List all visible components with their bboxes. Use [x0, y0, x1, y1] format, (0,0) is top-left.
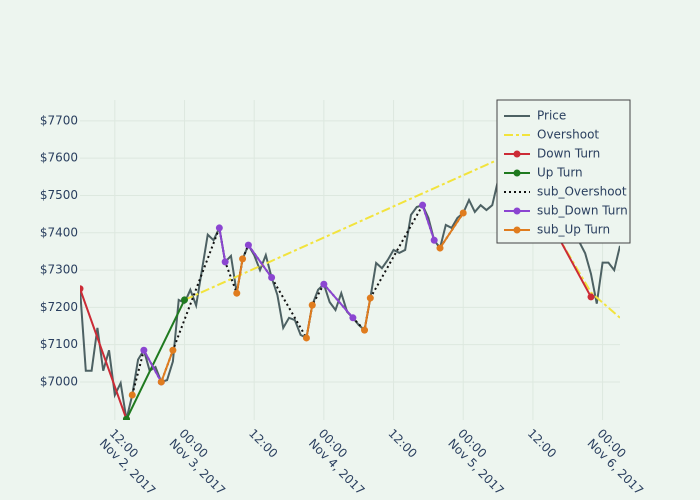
series-marker: [587, 293, 595, 301]
series-marker: [157, 378, 165, 386]
series-marker: [169, 346, 177, 354]
series-marker: [181, 296, 189, 304]
series-marker: [320, 280, 328, 288]
series-marker: [239, 255, 247, 263]
legend-marker: [513, 169, 521, 177]
legend-marker: [513, 207, 521, 215]
series-marker: [419, 201, 427, 209]
series-marker: [140, 346, 148, 354]
series-marker: [80, 285, 84, 293]
series-marker: [122, 415, 130, 420]
series-marker: [302, 334, 310, 342]
legend-marker: [513, 150, 521, 158]
series-marker: [308, 301, 316, 309]
y-tick-label: $7300: [40, 263, 78, 277]
legend-label: sub_Overshoot: [537, 185, 627, 199]
legend-label: sub_Down Turn: [537, 204, 628, 218]
legend-label: Down Turn: [537, 147, 600, 161]
series-marker: [349, 314, 357, 322]
series-marker: [233, 289, 241, 297]
series-marker: [221, 258, 229, 266]
series-marker: [366, 294, 374, 302]
series-marker: [244, 241, 252, 249]
series-line: [142, 204, 436, 383]
legend-marker: [513, 226, 521, 234]
series-line: [125, 299, 186, 420]
series-line: [160, 212, 465, 383]
series-marker: [361, 326, 369, 334]
y-tick-label: $7200: [40, 300, 78, 314]
legend-label: Price: [537, 109, 566, 123]
series-marker: [459, 209, 467, 217]
legend-label: Overshoot: [537, 128, 599, 142]
legend-label: Up Turn: [537, 166, 583, 180]
series-marker: [436, 244, 444, 252]
series-marker: [430, 236, 438, 244]
series-marker: [215, 224, 223, 232]
y-tick-label: $7400: [40, 225, 78, 239]
y-tick-label: $7100: [40, 337, 78, 351]
legend-label: sub_Up Turn: [537, 223, 610, 237]
series-marker: [128, 391, 136, 399]
y-tick-label: $7700: [40, 113, 78, 127]
y-tick-label: $7500: [40, 188, 78, 202]
y-tick-label: $7600: [40, 151, 78, 165]
series-marker: [268, 274, 276, 282]
y-tick-label: $7000: [40, 374, 78, 388]
